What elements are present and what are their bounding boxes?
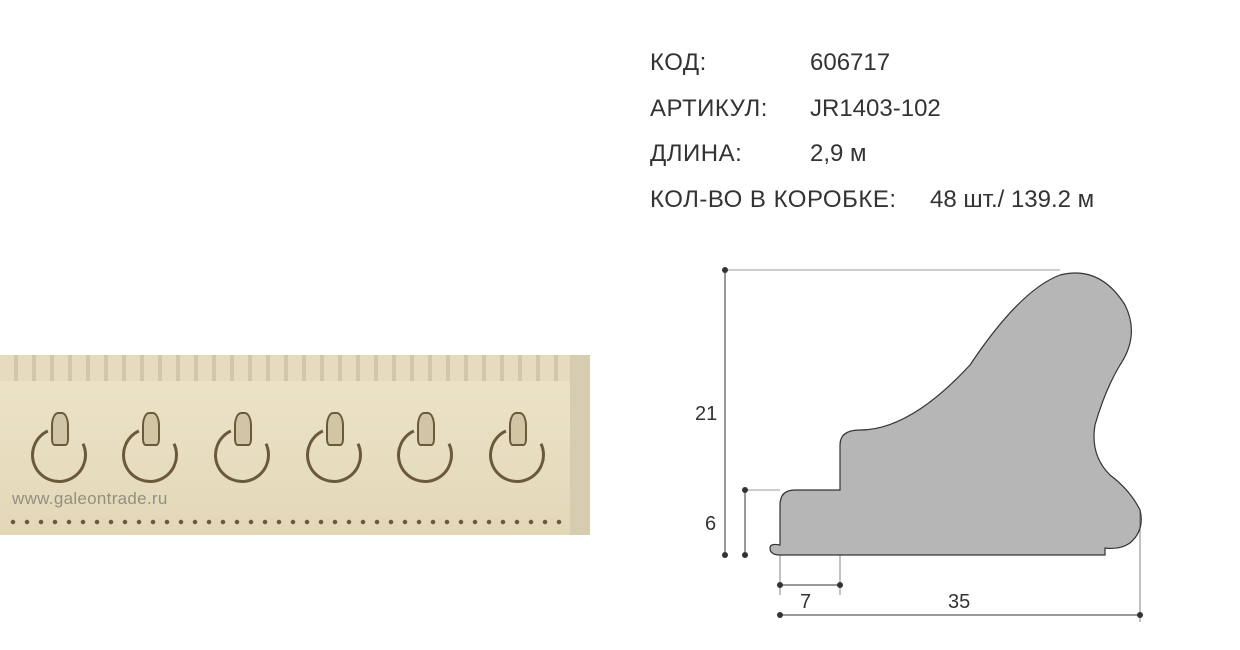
product-photo: www.galeontrade.ru: [0, 355, 590, 535]
dim-rebate-width-value: 7: [800, 591, 811, 613]
article-label: АРТИКУЛ:: [650, 86, 810, 132]
profile-shape: [770, 273, 1141, 555]
box-value: 48 шт./ 139.2 м: [930, 177, 1094, 223]
dot-row: [6, 517, 564, 527]
length-value: 2,9 м: [810, 131, 867, 177]
spec-row-article: АРТИКУЛ: JR1403-102: [650, 86, 1094, 132]
pattern-motif: [469, 407, 559, 487]
length-label: ДЛИНА:: [650, 131, 810, 177]
article-value: JR1403-102: [810, 86, 941, 132]
watermark-text: www.galeontrade.ru: [12, 489, 168, 509]
dim-height-total-value: 21: [695, 403, 717, 425]
pattern-motif: [194, 407, 284, 487]
spec-row-length: ДЛИНА: 2,9 м: [650, 131, 1094, 177]
pattern-motif: [377, 407, 467, 487]
spec-row-box: КОЛ-ВО В КОРОБКЕ: 48 шт./ 139.2 м: [650, 177, 1094, 223]
pattern-motif: [102, 407, 192, 487]
box-label: КОЛ-ВО В КОРОБКЕ:: [650, 177, 930, 223]
dim-height-rebate: 6: [705, 487, 780, 558]
code-value: 606717: [810, 40, 890, 86]
dim-rebate-width: 7: [777, 555, 843, 613]
pattern-motif: [11, 407, 101, 487]
profile-svg: 21 6 7 35: [650, 250, 1190, 630]
spec-row-code: КОД: 606717: [650, 40, 1094, 86]
pattern-row: [0, 397, 570, 497]
dim-total-width-value: 35: [948, 591, 970, 613]
profile-diagram: 21 6 7 35: [650, 250, 1190, 630]
dim-height-rebate-value: 6: [705, 513, 716, 535]
code-label: КОД:: [650, 40, 810, 86]
spec-block: КОД: 606717 АРТИКУЛ: JR1403-102 ДЛИНА: 2…: [650, 40, 1094, 222]
pattern-motif: [286, 407, 376, 487]
